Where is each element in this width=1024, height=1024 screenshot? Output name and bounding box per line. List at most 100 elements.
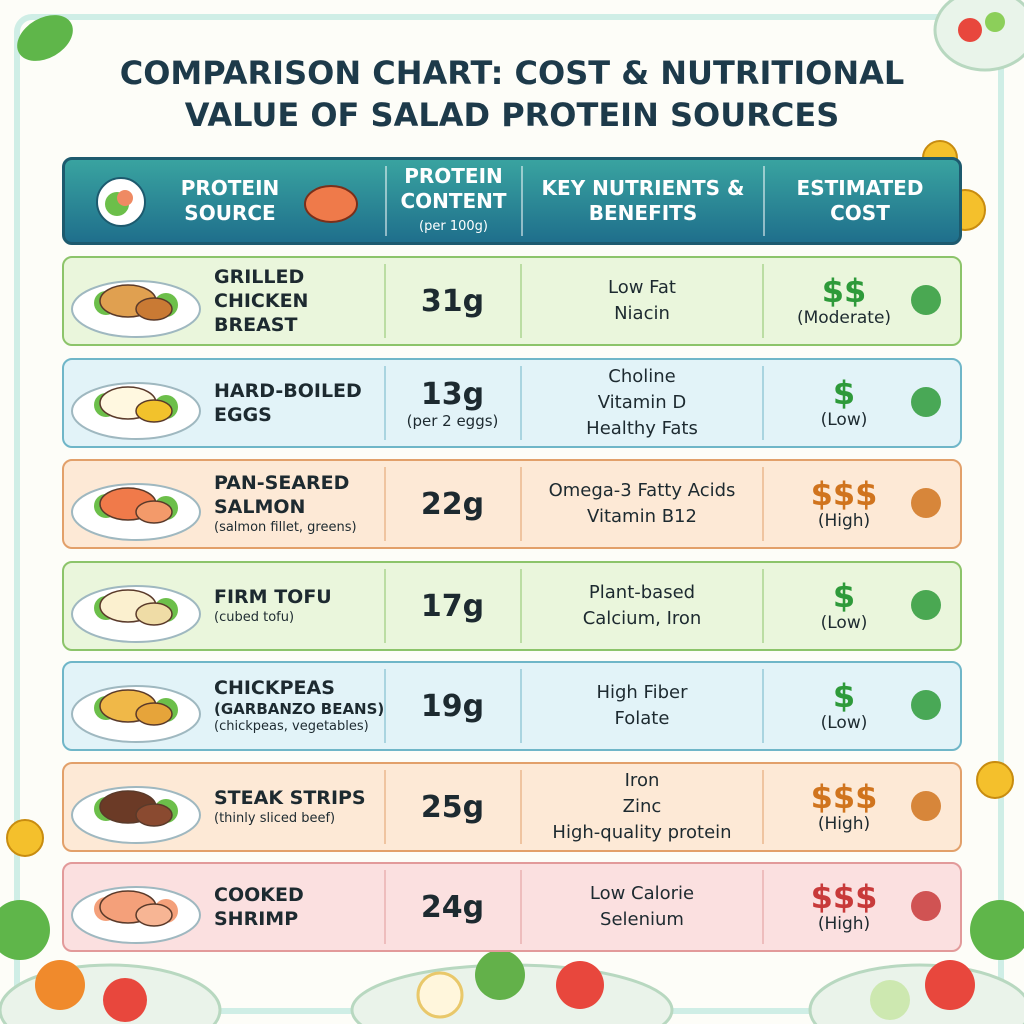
food-illustration	[71, 786, 201, 844]
cost-icon	[911, 387, 941, 417]
table-row: HARD-BOILED EGGS 13g (per 2 eggs) Choline Vi…	[62, 358, 962, 448]
protein-cell: 31g	[386, 258, 519, 344]
nutrient: High Fiber	[596, 682, 688, 703]
protein-value: 25g	[420, 789, 485, 825]
cost-symbol: $$	[821, 272, 867, 310]
food-illustration	[71, 280, 201, 338]
source-cell: HARD-BOILED EGGS	[214, 360, 389, 446]
source-cell: COOKED SHRIMP	[214, 864, 389, 950]
protein-cell: 13g (per 2 eggs)	[386, 360, 519, 446]
cost-symbol: $	[832, 677, 856, 715]
cost-cell: $$$ (High)	[764, 461, 924, 547]
divider	[384, 870, 386, 944]
divider	[762, 669, 764, 743]
cost-symbol: $$$	[810, 878, 878, 916]
source-cell: PAN-SEARED SALMON (salmon fillet, greens)	[214, 461, 389, 547]
cost-icon	[911, 590, 941, 620]
food-illustration	[71, 685, 201, 743]
nutrient: Vitamin B12	[587, 506, 697, 527]
nutrients-cell: Choline Vitamin D Healthy Fats	[522, 360, 762, 446]
divider	[762, 770, 764, 844]
header-cell: PROTEIN SOURCE	[180, 176, 280, 225]
divider	[384, 366, 386, 440]
protein-cell: 17g	[386, 563, 519, 649]
nutrient: Iron	[624, 770, 660, 791]
source-name: GRILLED CHICKEN BREAST	[214, 266, 309, 336]
nutrients-cell: Plant-based Calcium, Iron	[522, 563, 762, 649]
divider	[762, 264, 764, 338]
nutrient: Healthy Fats	[586, 418, 698, 439]
nutrient: Low Fat	[608, 277, 676, 298]
divider	[763, 166, 765, 236]
nutrient: Low Calorie	[589, 883, 695, 904]
nutrient: Choline	[608, 366, 676, 387]
cost-icon	[911, 791, 941, 821]
table-row: CHICKPEAS (GARBANZO BEANS) (chickpeas, veg…	[62, 661, 962, 751]
food-illustration	[71, 382, 201, 440]
nutrient: Omega-3 Fatty Acids	[548, 480, 736, 501]
cost-symbol: $$$	[810, 778, 878, 816]
nutrients-cell: Iron Zinc High-quality protein	[522, 764, 762, 850]
food-illustration	[71, 483, 201, 541]
table-row: FIRM TOFU (cubed tofu) 17g Plant-based Calci…	[62, 561, 962, 651]
source-name: CHICKPEAS	[214, 677, 335, 699]
header-text: PROTEIN CONTENT	[400, 163, 507, 213]
divider	[762, 870, 764, 944]
divider	[520, 669, 522, 743]
nutrient: Vitamin D	[597, 392, 687, 413]
cost-label: (High)	[817, 814, 871, 834]
table-row: PAN-SEARED SALMON (salmon fillet, greens)…	[62, 459, 962, 549]
nutrient: Calcium, Iron	[582, 608, 702, 629]
protein-cell: 25g	[386, 764, 519, 850]
source-name: HARD-BOILED EGGS	[214, 380, 362, 426]
header-note: (per 100g)	[419, 218, 488, 234]
source-name: FIRM TOFU	[214, 586, 332, 608]
cost-cell: $ (Low)	[764, 360, 924, 446]
nutrients-cell: Omega-3 Fatty Acids Vitamin B12	[522, 461, 762, 547]
source-alt: (GARBANZO BEANS)	[214, 700, 385, 718]
food-illustration	[71, 886, 201, 944]
protein-note: (per 2 eggs)	[406, 411, 499, 430]
table-row: COOKED SHRIMP 24g Low Calorie Selenium $$$ (H…	[62, 862, 962, 952]
divider	[384, 569, 386, 643]
protein-value: 19g	[420, 688, 485, 724]
divider	[520, 467, 522, 541]
cost-label: (Moderate)	[796, 308, 892, 328]
source-cell: FIRM TOFU (cubed tofu)	[214, 563, 389, 649]
source-cell: STEAK STRIPS (thinly sliced beef)	[214, 764, 389, 850]
cost-symbol: $	[832, 374, 856, 412]
food-illustration	[71, 585, 201, 643]
cost-cell: $$$ (High)	[764, 864, 924, 950]
divider	[384, 770, 386, 844]
divider	[521, 166, 523, 236]
protein-value: 31g	[420, 283, 485, 319]
divider	[762, 467, 764, 541]
cost-label: (Low)	[820, 713, 868, 733]
table-row: GRILLED CHICKEN BREAST 31g Low Fat Niacin $$…	[62, 256, 962, 346]
divider	[520, 870, 522, 944]
nutrient: Niacin	[614, 303, 670, 324]
divider	[520, 569, 522, 643]
cost-symbol: $	[832, 577, 856, 615]
cost-icon	[911, 690, 941, 720]
protein-value: 22g	[420, 486, 485, 522]
header-icon	[304, 185, 358, 223]
source-note: (thinly sliced beef)	[214, 811, 336, 826]
divider	[762, 569, 764, 643]
table-row: STEAK STRIPS (thinly sliced beef) 25g Iron Z…	[62, 762, 962, 852]
cost-icon	[911, 488, 941, 518]
source-cell: GRILLED CHICKEN BREAST	[214, 258, 389, 344]
header-icon	[96, 177, 146, 227]
cost-cell: $ (Low)	[764, 563, 924, 649]
cost-icon	[911, 891, 941, 921]
source-name: COOKED SHRIMP	[214, 884, 304, 930]
cost-label: (Low)	[820, 613, 868, 633]
source-cell: CHICKPEAS (GARBANZO BEANS) (chickpeas, veg…	[214, 663, 389, 749]
table-header: PROTEIN SOURCE PROTEIN CONTENT (per 100g…	[62, 157, 962, 245]
protein-cell: 19g	[386, 663, 519, 749]
protein-cell: 24g	[386, 864, 519, 950]
cost-icon	[911, 285, 941, 315]
source-name: STEAK STRIPS	[214, 787, 366, 809]
nutrient: High-quality protein	[552, 822, 732, 843]
